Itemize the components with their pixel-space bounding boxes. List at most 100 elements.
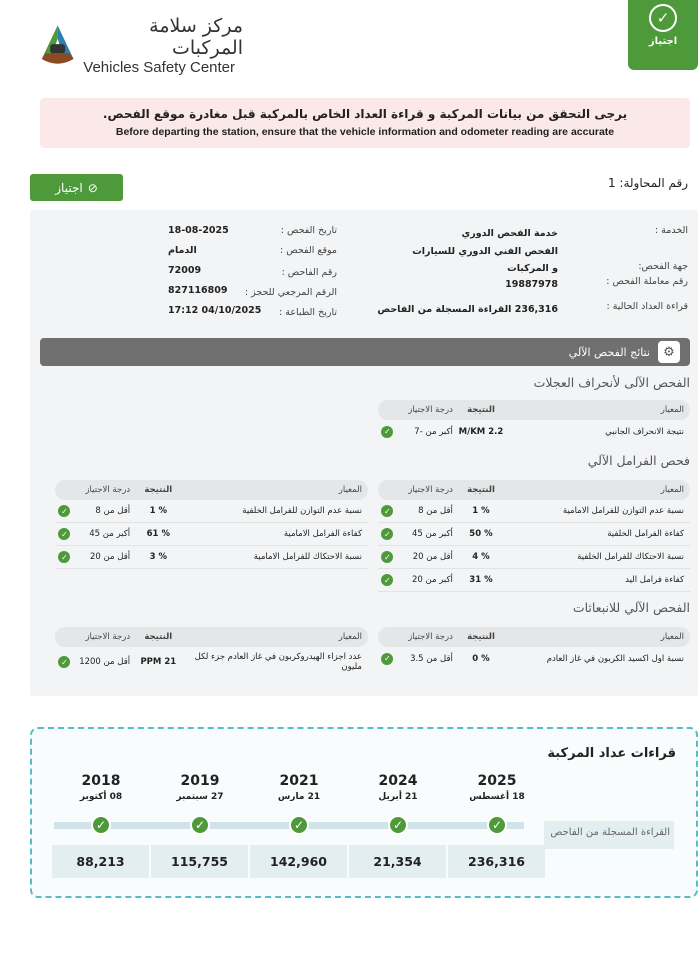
check-icon: ✓	[58, 551, 71, 563]
result-cell: % 1	[149, 506, 167, 516]
result-cell: % 50	[469, 529, 493, 539]
info-value: 19887978	[505, 279, 558, 290]
status-cell: ✓	[55, 505, 74, 517]
header-criterion: المعيار	[660, 485, 684, 495]
check-icon: ✓	[289, 815, 309, 835]
info-label: قراءة العداد الحالية :	[606, 301, 688, 312]
attempt-number: رقم المحاولة: 1	[607, 176, 688, 190]
odometer-title: قراءات عداد المركبة	[547, 746, 676, 761]
info-value: 18-08-2025	[168, 225, 229, 236]
pass-button[interactable]: ⊘ اجتياز	[30, 174, 123, 201]
reading-date: 21 أبريل	[378, 792, 418, 802]
status-cell: ✓	[55, 528, 74, 540]
check-icon: ✓	[381, 505, 394, 517]
info-label: موقع الفحص :	[280, 245, 337, 256]
alignment-right-table: المعيار النتيجة درجة الاجتياز نتيجة الانحرا…	[378, 400, 690, 443]
criterion-cell: كفاءة الفرامل الامامية	[283, 529, 362, 539]
table-row: نسبة الاحتكاك للفرامل الامامية % 3 أقل من …	[55, 546, 368, 569]
pass-button-label: اجتياز	[55, 180, 83, 195]
table-header: المعيار النتيجة درجة الاجتياز	[378, 400, 690, 420]
info-label: تاريخ الفحص :	[280, 225, 337, 236]
odometer-column: 2018 08 أكتوبر	[56, 773, 146, 802]
info-value: الفحص الفني الدوري للسيارات و المركبات	[412, 246, 558, 274]
brakes-right-table: المعيار النتيجة درجة الاجتياز نسبة عدم التو…	[378, 480, 690, 592]
info-label: رقم معاملة الفحص :	[606, 276, 688, 287]
info-value: 72009	[168, 265, 202, 276]
status-cell: ✓	[378, 505, 397, 517]
header-criterion: المعيار	[338, 485, 362, 495]
result-cell: % 0	[472, 653, 490, 664]
check-icon: ✓	[91, 815, 111, 835]
header-criterion: المعيار	[660, 405, 684, 415]
header-grade: درجة الاجتياز	[408, 632, 453, 642]
reading-date: 21 مارس	[277, 792, 321, 802]
reading-year: 2025	[477, 773, 517, 789]
table-header: المعيار النتيجة درجة الاجتياز	[55, 480, 368, 500]
inspection-panel	[30, 210, 698, 696]
grade-cell: أكبر من 20	[411, 575, 453, 585]
emissions-section-title: الفحص الآلي للانبعاثات	[572, 600, 690, 615]
header-result: النتيجة	[144, 485, 173, 495]
criterion-cell: نسبة عدم التوازن للفرامل الخلفية	[242, 506, 362, 516]
grade-cell: أقل من 3.5	[410, 653, 453, 664]
check-icon: ✓	[58, 656, 71, 668]
grade-cell: أكبر من -7	[414, 426, 453, 437]
table-header: المعيار النتيجة درجة الاجتياز	[55, 627, 368, 647]
grade-cell: أقل من 8	[95, 506, 131, 516]
status-cell: ✓	[378, 425, 397, 438]
info-value: 827116809	[168, 285, 228, 296]
grade-cell: أكبر من 45	[411, 529, 453, 539]
alert-english: Before departing the station, ensure tha…	[115, 126, 615, 138]
warning-alert: يرجى التحقق من بيانات المركبة و قراءة ال…	[40, 98, 690, 148]
check-icon: ✓	[381, 528, 394, 540]
result-cell: M/KM 2.2	[458, 426, 504, 437]
info-label: الخدمة :	[654, 225, 688, 236]
criterion-cell: نسبة اول اكسيد الكربون في غاز العادم	[546, 653, 684, 664]
reading-date: 27 سبتمبر	[176, 792, 224, 802]
table-row: نسبة الاحتكاك للفرامل الخلفية % 4 أقل من 2…	[378, 546, 690, 569]
table-row: نسبة عدم التوازن للفرامل الامامية % 1 أقل …	[378, 500, 690, 523]
header-result: النتيجة	[467, 405, 495, 415]
emissions-right-table: المعيار النتيجة درجة الاجتياز نسبة اول اكسي…	[378, 627, 690, 670]
check-icon: ✓	[388, 815, 408, 835]
check-icon: ✓	[190, 815, 210, 835]
check-icon: ✓	[58, 528, 71, 540]
info-label: جهة الفحص:	[638, 261, 688, 272]
info-value: 236,316 القراءة المسجلة من الفاحص	[377, 304, 558, 315]
table-header: المعيار النتيجة درجة الاجتياز	[378, 480, 690, 500]
criterion-cell: عدد اجزاء الهيدروكربون في غاز العادم جزء…	[194, 652, 362, 672]
odometer-column: 2024 21 أبريل	[353, 773, 443, 802]
criterion-cell: نسبة الاحتكاك للفرامل الخلفية	[577, 552, 684, 562]
grade-cell: أقل من 1200	[79, 657, 131, 667]
reading-year: 2018	[81, 773, 121, 789]
odometer-row-label: القراءة المسجلة من الفاحص	[544, 821, 674, 849]
result-cell: % 3	[149, 552, 167, 562]
odometer-column: 2019 27 سبتمبر	[155, 773, 245, 802]
odometer-column: 2025 18 أغسطس	[452, 773, 542, 802]
grade-cell: أكبر من 45	[89, 529, 131, 539]
reading-value: 21,354	[349, 845, 446, 878]
info-value: خدمة الفحص الدوري	[461, 228, 558, 239]
result-cell: % 61	[146, 529, 170, 539]
check-icon: ✓	[381, 425, 394, 438]
header-grade: درجة الاجتياز	[408, 405, 453, 415]
alignment-section-title: الفحص الآلى لأنحراف العجلات	[533, 375, 690, 390]
status-cell: ✓	[378, 528, 397, 540]
criterion-cell: نسبة عدم التوازن للفرامل الامامية	[562, 506, 684, 516]
logo-arabic-text: مركز سلامة المركبات	[149, 14, 243, 59]
brakes-left-table: المعيار النتيجة درجة الاجتياز نسبة عدم التو…	[55, 480, 368, 569]
odometer-column: 2021 21 مارس	[254, 773, 344, 802]
status-badge: ✓ اجتياز	[628, 0, 698, 70]
criterion-cell: كفاءة فرامل اليد	[625, 575, 684, 585]
table-row: نسبة اول اكسيد الكربون في غاز العادم % 0 أ…	[378, 647, 690, 670]
check-circle-icon: ⊘	[87, 180, 98, 195]
grade-cell: أقل من 20	[90, 552, 131, 562]
check-circle-icon: ✓	[649, 4, 677, 32]
info-label: تاريخ الطباعة :	[279, 307, 337, 318]
reading-date: 18 أغسطس	[469, 792, 525, 802]
status-cell: ✓	[378, 652, 397, 665]
info-label: الرقم المرجعي للحجز :	[244, 287, 337, 298]
check-icon: ✓	[381, 551, 394, 563]
grade-cell: أقل من 8	[418, 506, 453, 516]
criterion-cell: نسبة الاحتكاك للفرامل الامامية	[253, 552, 362, 562]
